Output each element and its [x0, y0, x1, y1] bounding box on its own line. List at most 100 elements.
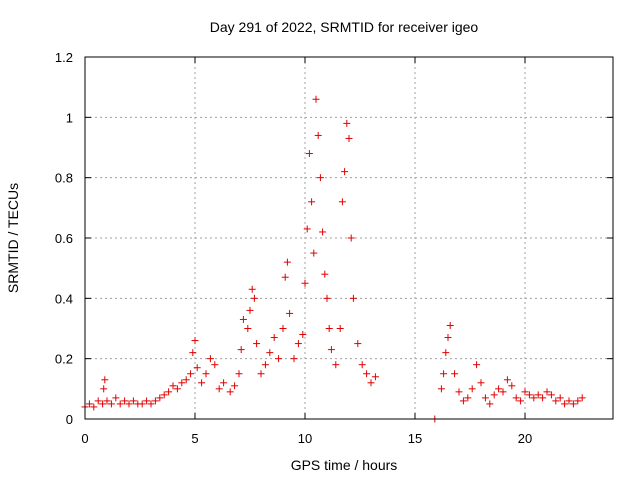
x-tick-label: 15: [408, 431, 422, 446]
data-point: [440, 370, 448, 378]
data-point: [347, 234, 355, 242]
data-point: [231, 382, 239, 390]
data-point: [198, 379, 206, 387]
data-point: [147, 400, 155, 408]
data-point: [94, 397, 102, 405]
data-point: [178, 379, 186, 387]
data-point: [338, 198, 346, 206]
data-point: [165, 388, 173, 396]
data-point: [299, 331, 307, 339]
data-point: [305, 150, 313, 158]
data-point: [444, 334, 452, 342]
data-point: [160, 391, 168, 399]
data-point: [312, 95, 320, 103]
data-point: [481, 394, 489, 402]
data-point: [512, 394, 520, 402]
data-point: [202, 370, 210, 378]
grid-layer: [85, 57, 613, 419]
data-point: [85, 400, 93, 408]
data-point: [138, 400, 146, 408]
data-point: [248, 285, 256, 293]
data-point: [129, 397, 137, 405]
x-tick-label: 10: [298, 431, 312, 446]
y-tick-label: 0.2: [55, 352, 73, 367]
data-point: [468, 385, 476, 393]
data-point: [215, 385, 223, 393]
data-point: [314, 131, 322, 139]
data-point: [495, 385, 503, 393]
data-points: [81, 95, 586, 423]
data-point: [143, 397, 151, 405]
data-point: [565, 397, 573, 405]
data-point: [90, 403, 98, 411]
data-point: [187, 370, 195, 378]
data-point: [477, 379, 485, 387]
data-point: [543, 388, 551, 396]
data-point: [358, 361, 366, 369]
data-point: [556, 394, 564, 402]
x-axis-label: GPS time / hours: [291, 457, 398, 473]
data-point: [226, 388, 234, 396]
data-point: [173, 385, 181, 393]
data-point: [446, 321, 454, 329]
data-point: [235, 370, 243, 378]
data-point: [286, 309, 294, 317]
data-point: [246, 306, 254, 314]
data-point: [354, 340, 362, 348]
data-point: [100, 385, 108, 393]
data-point: [237, 346, 245, 354]
data-point: [574, 397, 582, 405]
data-point: [442, 349, 450, 357]
y-tick-label: 0: [66, 412, 73, 427]
data-point: [521, 388, 529, 396]
data-point: [239, 315, 247, 323]
data-point: [220, 379, 228, 387]
data-point: [451, 370, 459, 378]
data-point: [319, 228, 327, 236]
data-point: [250, 294, 258, 302]
data-point: [191, 337, 199, 345]
y-tick-label: 0.8: [55, 171, 73, 186]
data-point: [279, 325, 287, 332]
data-point: [325, 325, 333, 332]
data-point: [107, 400, 115, 408]
data-point: [371, 373, 379, 381]
data-point: [303, 225, 311, 233]
data-point: [169, 382, 177, 390]
data-point: [275, 355, 283, 363]
data-point: [569, 400, 577, 408]
data-point: [116, 400, 124, 408]
data-point: [281, 273, 289, 281]
data-point: [367, 379, 375, 387]
data-point: [211, 361, 219, 369]
data-point: [464, 394, 472, 402]
data-point: [125, 400, 133, 408]
data-point: [459, 397, 467, 405]
data-point: [534, 391, 542, 399]
data-point: [499, 388, 507, 396]
data-point: [530, 394, 538, 402]
data-point: [332, 361, 340, 369]
data-point: [473, 361, 481, 369]
y-tick-label: 1.2: [55, 50, 73, 65]
data-point: [310, 249, 318, 257]
data-point: [341, 168, 349, 176]
data-point: [257, 370, 265, 378]
x-tick-label: 5: [191, 431, 198, 446]
data-point: [103, 397, 111, 405]
y-axis-label: SRMTID / TECUs: [5, 183, 21, 293]
data-point: [343, 119, 351, 127]
data-point: [336, 325, 344, 332]
y-tick-label: 0.4: [55, 291, 73, 306]
data-point: [547, 391, 555, 399]
data-point: [189, 349, 197, 357]
data-point: [525, 391, 533, 399]
data-point: [321, 270, 329, 278]
data-point: [517, 397, 525, 405]
data-point: [266, 349, 274, 357]
data-point: [437, 385, 445, 393]
chart-title: Day 291 of 2022, SRMTID for receiver ige…: [210, 19, 479, 35]
data-point: [182, 376, 190, 384]
data-point: [101, 376, 109, 384]
